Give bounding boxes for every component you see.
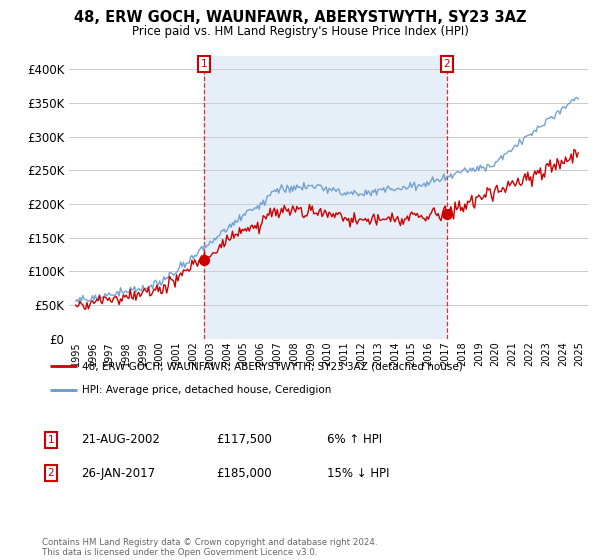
- Text: 6% ↑ HPI: 6% ↑ HPI: [327, 433, 382, 446]
- Text: £117,500: £117,500: [216, 433, 272, 446]
- Point: [199, 255, 209, 264]
- Text: 15% ↓ HPI: 15% ↓ HPI: [327, 466, 389, 480]
- Text: 2: 2: [47, 468, 55, 478]
- Text: 1: 1: [47, 435, 55, 445]
- Text: 1: 1: [200, 59, 207, 69]
- Text: Contains HM Land Registry data © Crown copyright and database right 2024.
This d: Contains HM Land Registry data © Crown c…: [42, 538, 377, 557]
- Text: £185,000: £185,000: [216, 466, 272, 480]
- Text: 2: 2: [443, 59, 450, 69]
- Point: [442, 210, 451, 219]
- Text: Price paid vs. HM Land Registry's House Price Index (HPI): Price paid vs. HM Land Registry's House …: [131, 25, 469, 38]
- Text: 21-AUG-2002: 21-AUG-2002: [81, 433, 160, 446]
- Text: 48, ERW GOCH, WAUNFAWR, ABERYSTWYTH, SY23 3AZ (detached house): 48, ERW GOCH, WAUNFAWR, ABERYSTWYTH, SY2…: [83, 361, 463, 371]
- Text: 26-JAN-2017: 26-JAN-2017: [81, 466, 155, 480]
- Bar: [204, 56, 446, 339]
- Text: 48, ERW GOCH, WAUNFAWR, ABERYSTWYTH, SY23 3AZ: 48, ERW GOCH, WAUNFAWR, ABERYSTWYTH, SY2…: [74, 10, 526, 25]
- Text: HPI: Average price, detached house, Ceredigion: HPI: Average price, detached house, Cere…: [83, 385, 332, 395]
